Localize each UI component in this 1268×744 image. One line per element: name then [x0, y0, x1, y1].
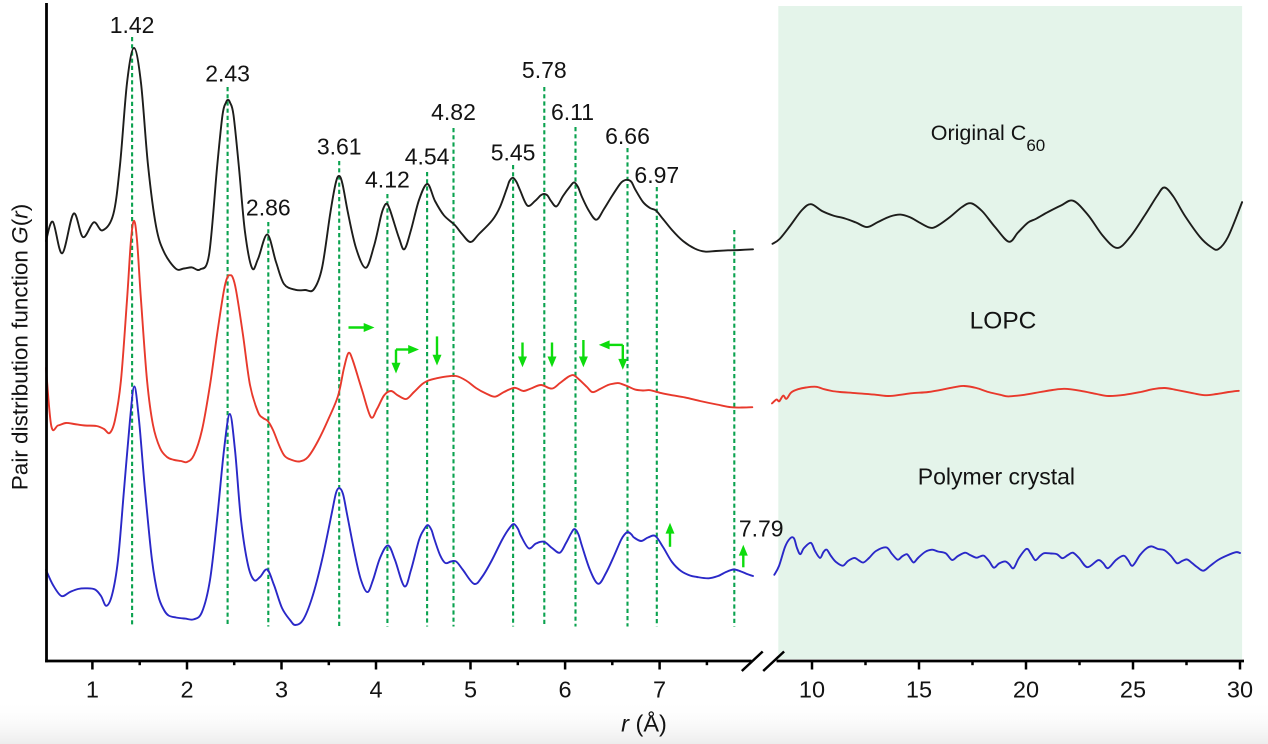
- svg-text:LOPC: LOPC: [970, 307, 1037, 334]
- svg-text:10: 10: [799, 677, 825, 703]
- svg-text:3.61: 3.61: [317, 134, 362, 160]
- svg-text:2.86: 2.86: [246, 194, 291, 220]
- svg-text:4.82: 4.82: [431, 99, 476, 125]
- svg-text:1.42: 1.42: [110, 12, 155, 38]
- svg-text:2: 2: [180, 677, 193, 703]
- svg-text:5: 5: [464, 677, 477, 703]
- svg-text:4.54: 4.54: [405, 144, 450, 170]
- svg-text:1: 1: [86, 677, 99, 703]
- svg-text:25: 25: [1120, 677, 1146, 703]
- svg-text:5.78: 5.78: [522, 57, 567, 83]
- svg-text:4.12: 4.12: [365, 166, 410, 192]
- svg-text:Pair distribution function G(r: Pair distribution function G(r): [8, 204, 33, 490]
- svg-text:Polymer crystal: Polymer crystal: [918, 464, 1075, 490]
- svg-text:2.43: 2.43: [205, 61, 250, 87]
- svg-text:3: 3: [275, 677, 288, 703]
- svg-text:6.66: 6.66: [605, 123, 650, 149]
- svg-text:5.45: 5.45: [491, 140, 536, 166]
- svg-text:7.79: 7.79: [739, 516, 784, 542]
- svg-text:6.97: 6.97: [634, 162, 679, 188]
- svg-text:r (Å): r (Å): [621, 710, 667, 737]
- svg-text:30: 30: [1227, 677, 1253, 703]
- svg-text:4: 4: [369, 677, 382, 703]
- svg-text:7: 7: [653, 677, 666, 703]
- svg-text:6.11: 6.11: [551, 99, 594, 125]
- svg-text:20: 20: [1013, 677, 1039, 703]
- svg-text:15: 15: [906, 677, 932, 703]
- svg-text:6: 6: [559, 677, 572, 703]
